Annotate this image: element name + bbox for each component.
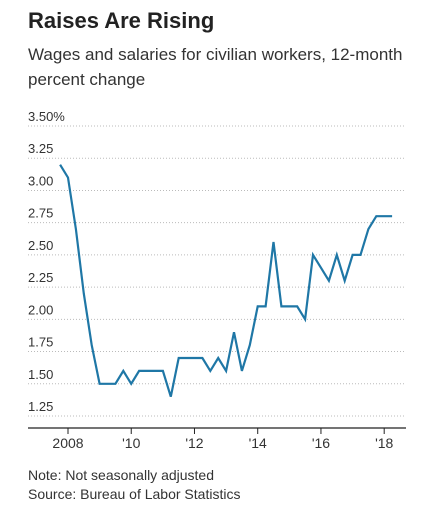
y-tick-label: 1.25 — [28, 399, 53, 414]
series-layer — [59, 164, 393, 398]
series-line — [59, 164, 393, 398]
y-tick-label: 2.50 — [28, 238, 53, 253]
gridlines — [28, 125, 406, 417]
chart-title: Raises Are Rising — [28, 8, 215, 33]
x-tick-label: '18 — [375, 435, 393, 451]
y-tick-label: 2.00 — [28, 302, 53, 317]
x-tick-label: '10 — [122, 435, 140, 451]
y-tick-label: 1.50 — [28, 367, 53, 382]
x-tick-label: '16 — [312, 435, 330, 451]
y-tick-label: 3.00 — [28, 173, 53, 188]
source-text: Source: Bureau of Labor Statistics — [28, 486, 241, 502]
note-text: Note: Not seasonally adjusted — [28, 467, 214, 483]
y-tick-label: 3.50% — [28, 109, 65, 124]
x-tick-label: '12 — [185, 435, 203, 451]
y-tick-label: 2.25 — [28, 270, 53, 285]
x-tick-label: 2008 — [52, 435, 83, 451]
y-axis-tick-labels: 3.50% 3.25 3.00 2.75 2.50 2.25 2.00 1.75 1.50 1.2… — [28, 109, 65, 414]
y-tick-label: 2.75 — [28, 206, 53, 221]
x-axis: 2008 '10 '12 '14 '16 '18 — [28, 427, 406, 451]
y-tick-label: 3.25 — [28, 141, 53, 156]
y-tick-label: 1.75 — [28, 335, 53, 350]
chart-subtitle: Wages and salaries for civilian workers,… — [28, 45, 403, 89]
chart-footnotes: Note: Not seasonally adjusted Source: Bu… — [28, 466, 240, 504]
x-tick-label: '14 — [249, 435, 267, 451]
